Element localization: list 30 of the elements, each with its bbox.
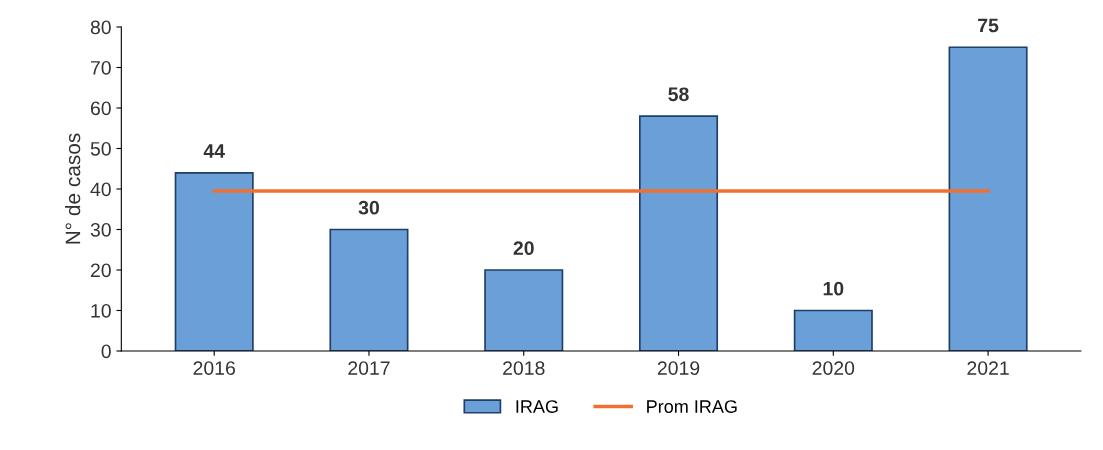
y-tick-label: 20 xyxy=(90,263,111,278)
y-tick-label: 70 xyxy=(90,60,111,75)
data-label: 44 xyxy=(203,144,225,158)
y-tick-label: 40 xyxy=(90,182,111,197)
data-label: 75 xyxy=(978,18,999,33)
y-tick-label: 60 xyxy=(90,101,111,116)
data-label: 58 xyxy=(668,87,689,102)
bar xyxy=(638,115,719,351)
data-label: 10 xyxy=(823,281,844,296)
y-tick-label: 0 xyxy=(101,344,111,359)
data-label: 30 xyxy=(358,200,379,215)
legend-label: Prom IRAG xyxy=(647,400,737,413)
y-tick-label: 30 xyxy=(90,222,111,237)
x-tick-label: 2017 xyxy=(348,361,390,375)
bar xyxy=(948,46,1028,351)
y-axis-title: N° de casos xyxy=(65,133,81,244)
x-tick-label: 2016 xyxy=(193,361,235,375)
bar xyxy=(329,228,409,351)
legend-label: IRAG xyxy=(516,400,558,413)
x-tick-label: 2021 xyxy=(967,361,1009,375)
y-tick-label: 80 xyxy=(90,20,111,35)
x-tick-label: 2019 xyxy=(657,361,700,375)
bar xyxy=(793,309,873,351)
bar xyxy=(484,269,564,351)
y-tick-label: 50 xyxy=(90,141,111,156)
y-tick-label: 10 xyxy=(91,303,111,318)
x-tick-label: 2020 xyxy=(812,361,855,375)
bar xyxy=(174,171,254,351)
data-label: 20 xyxy=(513,241,534,256)
x-tick-label: 2018 xyxy=(503,361,545,375)
